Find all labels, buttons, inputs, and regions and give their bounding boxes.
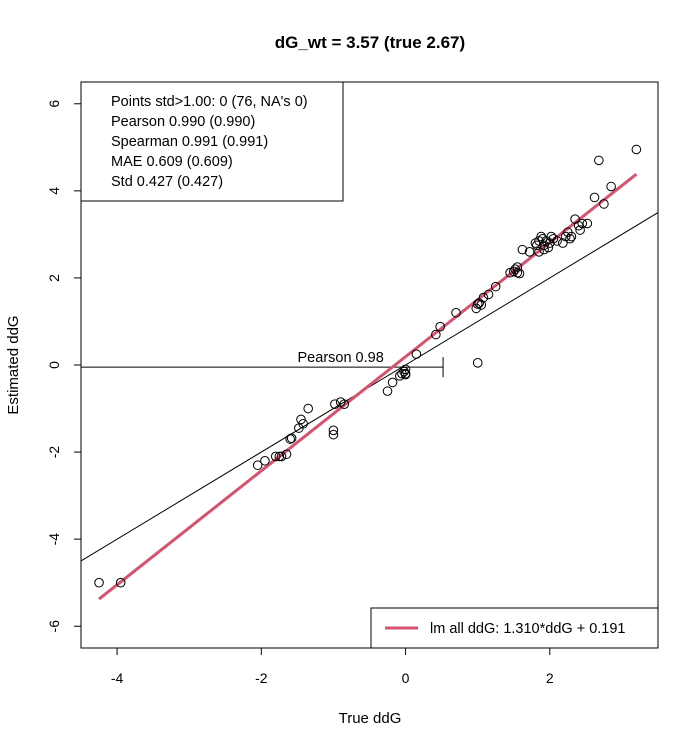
data-point bbox=[514, 268, 525, 279]
data-point bbox=[471, 303, 482, 314]
data-point bbox=[483, 289, 494, 300]
data-point bbox=[397, 368, 407, 379]
data-point bbox=[606, 181, 616, 192]
x-axis-label: True ddG bbox=[339, 710, 402, 727]
data-point bbox=[575, 225, 585, 235]
data-point bbox=[285, 434, 295, 444]
y-axis-label: Estimated ddG bbox=[5, 315, 22, 414]
data-point bbox=[270, 451, 281, 462]
data-point bbox=[339, 399, 350, 409]
y-tick-label: 4 bbox=[46, 187, 62, 195]
data-point bbox=[435, 321, 445, 332]
y-tick-label: -4 bbox=[46, 533, 62, 546]
data-point bbox=[260, 455, 270, 466]
data-point bbox=[557, 238, 568, 248]
data-point bbox=[274, 451, 285, 462]
data-point bbox=[411, 349, 422, 359]
stats-line-pearson: Pearson 0.990 (0.990) bbox=[111, 114, 255, 130]
data-point bbox=[524, 247, 535, 257]
data-point bbox=[281, 449, 292, 460]
data-point bbox=[546, 231, 557, 242]
stats-line-spearman: Spearman 0.991 (0.991) bbox=[111, 134, 268, 150]
data-point bbox=[534, 247, 544, 257]
data-point bbox=[298, 418, 308, 429]
data-point bbox=[400, 369, 411, 380]
data-point bbox=[565, 233, 575, 244]
data-point bbox=[115, 577, 126, 588]
stats-box-frame bbox=[80, 81, 344, 202]
pearson-segment-label: Pearson 0.98 bbox=[298, 350, 384, 366]
data-point bbox=[589, 192, 600, 203]
data-point bbox=[296, 414, 306, 425]
data-point bbox=[382, 386, 393, 396]
y-tick-label: 0 bbox=[46, 361, 62, 369]
x-tick-label: -4 bbox=[111, 670, 124, 686]
data-point bbox=[539, 244, 549, 255]
data-point bbox=[303, 403, 313, 414]
data-point bbox=[543, 242, 554, 253]
data-point bbox=[631, 144, 642, 155]
data-point bbox=[286, 433, 297, 443]
x-tick-label: -2 bbox=[255, 670, 268, 686]
data-point bbox=[594, 155, 604, 166]
stats-line-mae: MAE 0.609 (0.609) bbox=[111, 154, 233, 170]
data-point bbox=[582, 218, 593, 229]
stats-line-points: Points std>1.00: 0 (76, NA's 0) bbox=[111, 94, 308, 110]
data-point bbox=[490, 281, 501, 292]
x-tick-label: 0 bbox=[402, 670, 410, 686]
data-point bbox=[566, 231, 577, 242]
data-point bbox=[577, 218, 588, 229]
data-point bbox=[330, 399, 340, 409]
stats-box: Points std>1.00: 0 (76, NA's 0) Pearson … bbox=[80, 81, 344, 202]
y-tick-label: -2 bbox=[46, 446, 62, 459]
data-point bbox=[328, 429, 339, 440]
data-point bbox=[599, 199, 609, 209]
data-point bbox=[560, 231, 571, 242]
y-tick-label: 6 bbox=[46, 100, 62, 108]
data-point bbox=[252, 460, 263, 470]
data-point bbox=[478, 292, 489, 303]
data-point bbox=[94, 577, 104, 588]
chart-title: dG_wt = 3.57 (true 2.67) bbox=[275, 33, 465, 52]
legend-frame bbox=[370, 607, 659, 649]
legend: lm all ddG: 1.310*ddG + 0.191 bbox=[370, 607, 659, 649]
data-point bbox=[545, 238, 555, 248]
data-point bbox=[539, 240, 549, 251]
data-points bbox=[94, 144, 642, 588]
data-point bbox=[431, 329, 441, 340]
data-point bbox=[276, 451, 287, 462]
data-point bbox=[328, 425, 339, 436]
x-tick-label: 2 bbox=[546, 670, 554, 686]
stats-line-std: Std 0.427 (0.427) bbox=[111, 174, 223, 190]
fit-lines: Pearson 0.98 bbox=[80, 172, 659, 601]
y-tick-label: 2 bbox=[46, 274, 62, 282]
data-point bbox=[472, 299, 483, 309]
data-point bbox=[387, 377, 398, 388]
y-tick-label: -6 bbox=[46, 620, 62, 633]
data-point bbox=[472, 358, 483, 368]
legend-label: lm all ddG: 1.310*ddG + 0.191 bbox=[430, 621, 625, 637]
data-point bbox=[532, 240, 542, 251]
data-point bbox=[512, 262, 523, 272]
data-point bbox=[476, 300, 487, 310]
data-point bbox=[451, 307, 461, 318]
data-point bbox=[517, 244, 528, 255]
